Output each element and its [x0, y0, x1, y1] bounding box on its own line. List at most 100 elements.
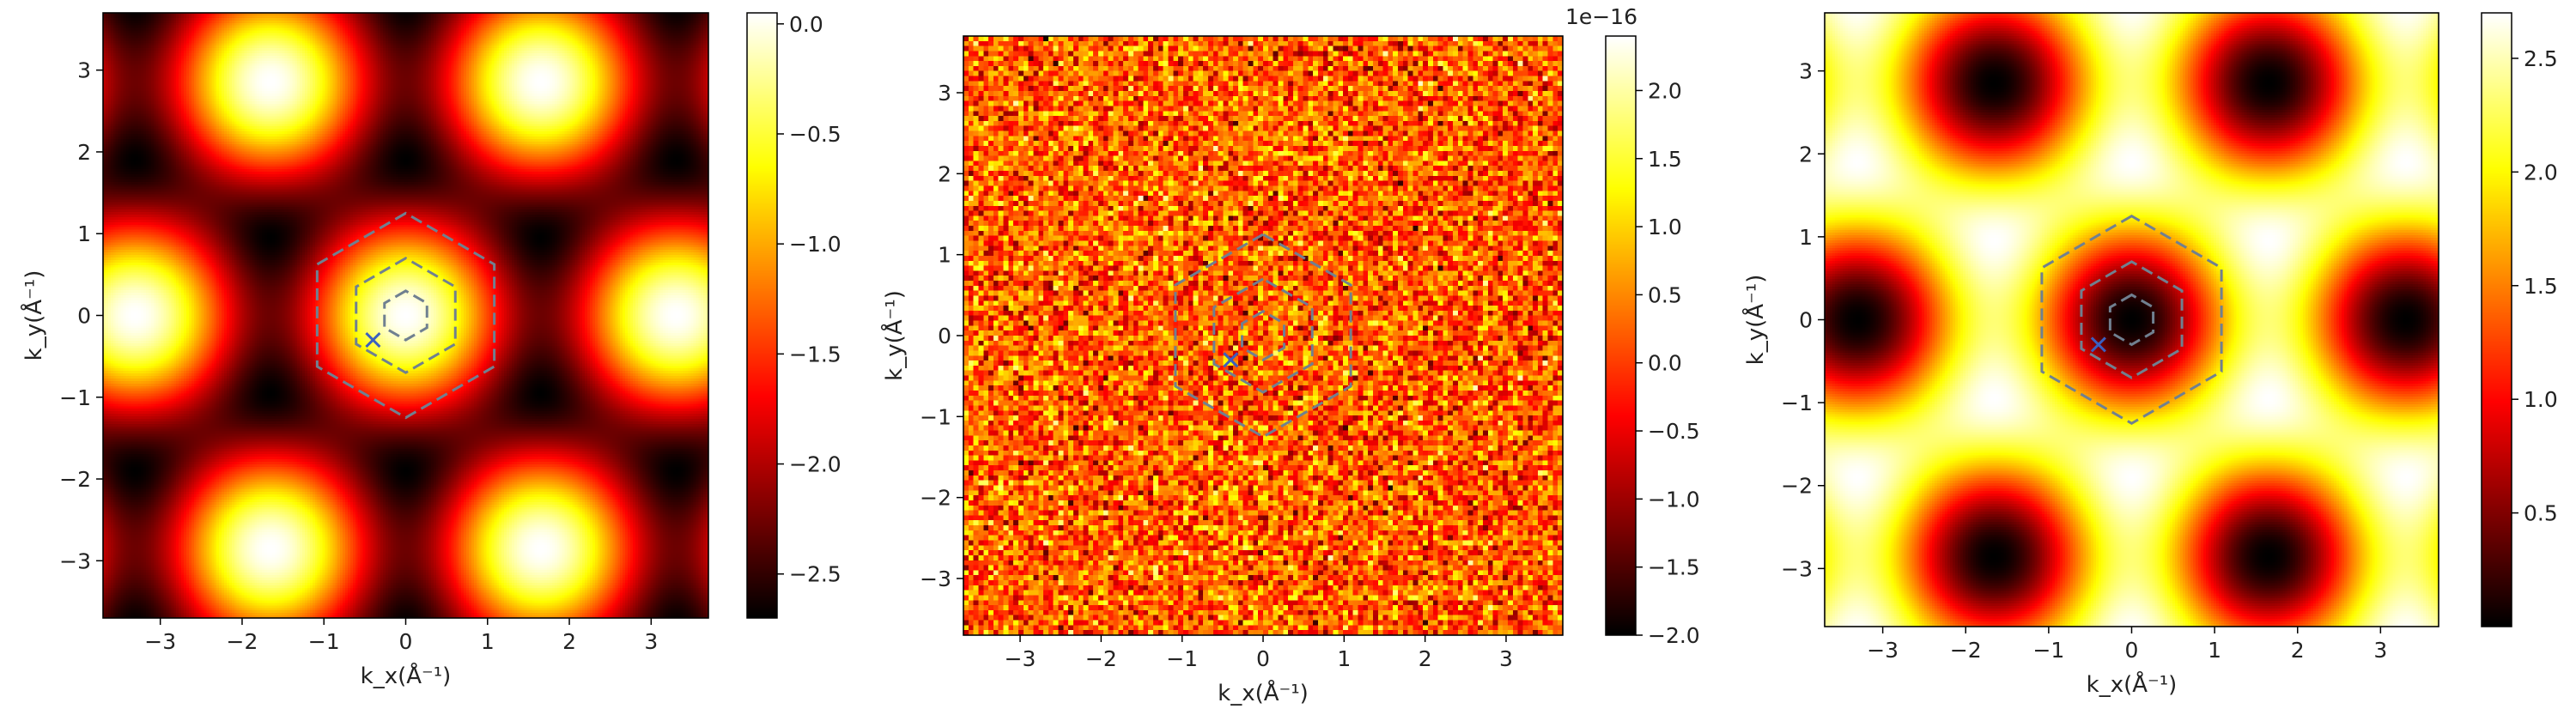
panel-1: −3 −2 −1 0 1 2 3 −3 −2 −1 0 1 2 3 k_x(Å⁻¹) k_y(Å⁻¹) 0.0 −… [20, 12, 841, 689]
y-tick-label: −1 [920, 404, 951, 429]
x-tick-label: −1 [2032, 638, 2064, 663]
colorbar: 2.5 2.0 1.5 1.0 0.5 [2481, 12, 2558, 627]
x-tick-label: 2 [1419, 646, 1432, 671]
brillouin-hexagon-1 [1174, 233, 1352, 439]
y-tick-label: 0 [938, 324, 951, 348]
x-tick-label: 0 [2125, 638, 2139, 663]
x-tick-label: −3 [1867, 638, 1899, 663]
x-tick-label: 0 [399, 629, 413, 654]
marker-stroke [2090, 336, 2106, 353]
x-axis-label: k_x(Å⁻¹) [361, 662, 452, 689]
panel-3: −3 −2 −1 0 1 2 3−3−2−10123k_x(Å⁻¹)k_y(Å⁻¹)2.52… [1741, 12, 2558, 698]
y-tick-label: −2 [59, 467, 91, 492]
y-tick-label: −3 [1781, 556, 1813, 581]
y-axis-label: k_y(Å⁻¹) [1741, 275, 1769, 366]
colorbar-tick-label: 0.0 [1648, 351, 1682, 376]
y-tick-label: 1 [938, 243, 951, 268]
marker-stroke [1223, 352, 1239, 368]
colorbar-tick-label: 0.0 [789, 12, 823, 37]
colorbar-tick-label: −2.0 [789, 452, 841, 477]
y-tick-label: 0 [1799, 308, 1813, 333]
y-tick-label: 1 [77, 221, 91, 246]
x-tick-label: 0 [1256, 646, 1270, 671]
colorbar-tick-label: 1.5 [2524, 274, 2558, 299]
k-point-marker [2090, 336, 2106, 353]
colorbar-tick-label: 2.0 [2524, 160, 2558, 185]
colorbar-tick-label: −2.0 [1648, 623, 1700, 648]
brillouin-hexagon-3 [383, 289, 428, 342]
y-tick-label: −3 [59, 548, 91, 573]
k-point-marker [1223, 352, 1239, 368]
marker-stroke [365, 332, 381, 348]
heatmap-image [1825, 13, 2439, 627]
colorbar-tick-label: 0.5 [2524, 501, 2558, 526]
y-tick-label: 1 [1799, 225, 1813, 250]
y-tick-label: 3 [938, 81, 951, 106]
colorbar-tick-label: 1.0 [2524, 387, 2558, 412]
y-tick-label: 0 [77, 304, 91, 329]
colorbar-offset-text: 1e−16 [1565, 4, 1637, 29]
y-axis-label: k_y(Å⁻¹) [20, 270, 47, 361]
heatmap-image [103, 13, 708, 618]
y-tick-label: −1 [59, 385, 91, 410]
colorbar-tick-label: −1.0 [789, 232, 841, 257]
brillouin-hexagon-1 [315, 211, 496, 420]
x-tick-label: 3 [644, 629, 658, 654]
colorbar-frame [2481, 12, 2512, 627]
y-tick-label: 3 [1799, 59, 1813, 84]
colorbar-tick-label: 2.0 [1648, 78, 1682, 103]
colorbar: 2.0 1.5 1.0 0.5 0.0 −0.5 −1.0 −1.5 −2.0 1e−16 [1565, 4, 1700, 648]
brillouin-hexagon-2 [2080, 260, 2184, 379]
colorbar-tick-label: −1.0 [1648, 487, 1700, 512]
y-tick-label: 3 [77, 58, 91, 83]
x-tick-label: 3 [2373, 638, 2387, 663]
x-tick-label: −3 [144, 629, 176, 654]
colorbar-tick-label: −0.5 [1648, 419, 1700, 444]
x-tick-label: −2 [1085, 646, 1117, 671]
x-axis-label: k_x(Å⁻¹) [2087, 670, 2178, 698]
y-tick-label: 2 [77, 140, 91, 165]
colorbar-gradient [1606, 36, 1636, 635]
colorbar-gradient [2482, 13, 2512, 627]
y-tick-label: 2 [938, 161, 951, 186]
brillouin-hexagon-3 [1240, 309, 1286, 362]
y-axis-label: k_y(Å⁻¹) [880, 290, 908, 381]
y-tick-label: −2 [920, 486, 951, 511]
y-tick-label: −2 [1781, 474, 1813, 499]
x-tick-label: −1 [308, 629, 340, 654]
colorbar-frame [746, 12, 778, 619]
x-tick-label: −1 [1166, 646, 1198, 671]
x-axis-label: k_x(Å⁻¹) [1218, 679, 1309, 706]
x-tick-label: 2 [562, 629, 576, 654]
x-tick-label: 1 [2208, 638, 2221, 663]
brillouin-hexagon-2 [1212, 277, 1314, 394]
colorbar-tick-label: 2.5 [2524, 46, 2558, 71]
colorbar-tick-label: 0.5 [1648, 282, 1682, 307]
x-tick-label: −2 [1950, 638, 1982, 663]
colorbar-tick-label: 1.5 [1648, 147, 1682, 172]
x-tick-label: 1 [481, 629, 495, 654]
colorbar-gradient [747, 13, 777, 618]
heatmap-image [963, 36, 1563, 635]
y-tick-label: −3 [920, 566, 951, 591]
x-tick-label: 3 [1499, 646, 1513, 671]
k-point-marker [365, 332, 381, 348]
colorbar: 0.0 −0.5 −1.0 −1.5 −2.0 −2.5 [746, 12, 841, 619]
colorbar-tick-label: 1.0 [1648, 215, 1682, 239]
brillouin-hexagon-2 [355, 257, 457, 374]
y-tick-label: 2 [1799, 142, 1813, 167]
y-tick-label: −1 [1781, 391, 1813, 415]
x-tick-label: 2 [2291, 638, 2305, 663]
colorbar-frame [1605, 35, 1637, 636]
colorbar-tick-label: −1.5 [789, 342, 841, 367]
colorbar-tick-label: −2.5 [789, 562, 841, 587]
x-tick-label: 1 [1337, 646, 1351, 671]
brillouin-hexagon-3 [2108, 293, 2155, 347]
brillouin-hexagon-1 [2040, 214, 2223, 426]
colorbar-tick-label: −1.5 [1648, 555, 1700, 580]
x-tick-label: −3 [1005, 646, 1036, 671]
colorbar-tick-label: −0.5 [789, 122, 841, 147]
x-tick-label: −2 [227, 629, 258, 654]
panel-2: −3 −2 −1 0 1 2 3 −3 −2 −1 0 1 2 3 k_x(Å⁻¹) k_y(Å⁻¹) 2.0 1… [880, 4, 1700, 706]
